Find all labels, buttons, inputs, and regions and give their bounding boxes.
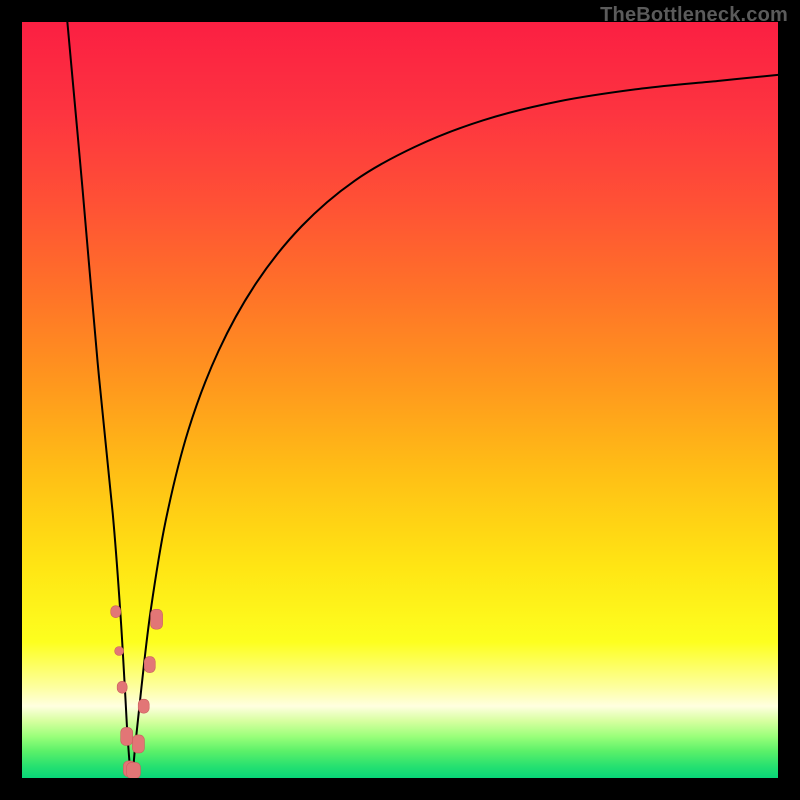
bottleneck-curve-chart	[0, 0, 800, 800]
data-point-marker	[132, 735, 144, 753]
data-point-marker	[117, 681, 127, 693]
data-point-marker	[144, 657, 155, 673]
data-point-marker	[151, 609, 163, 629]
data-point-marker	[115, 646, 124, 655]
plot-background-gradient	[22, 22, 778, 778]
data-point-marker	[127, 762, 141, 778]
data-point-marker	[111, 606, 121, 618]
data-point-marker	[138, 699, 149, 713]
chart-container: TheBottleneck.com	[0, 0, 800, 800]
data-point-marker	[121, 727, 133, 745]
watermark-text: TheBottleneck.com	[600, 4, 788, 27]
